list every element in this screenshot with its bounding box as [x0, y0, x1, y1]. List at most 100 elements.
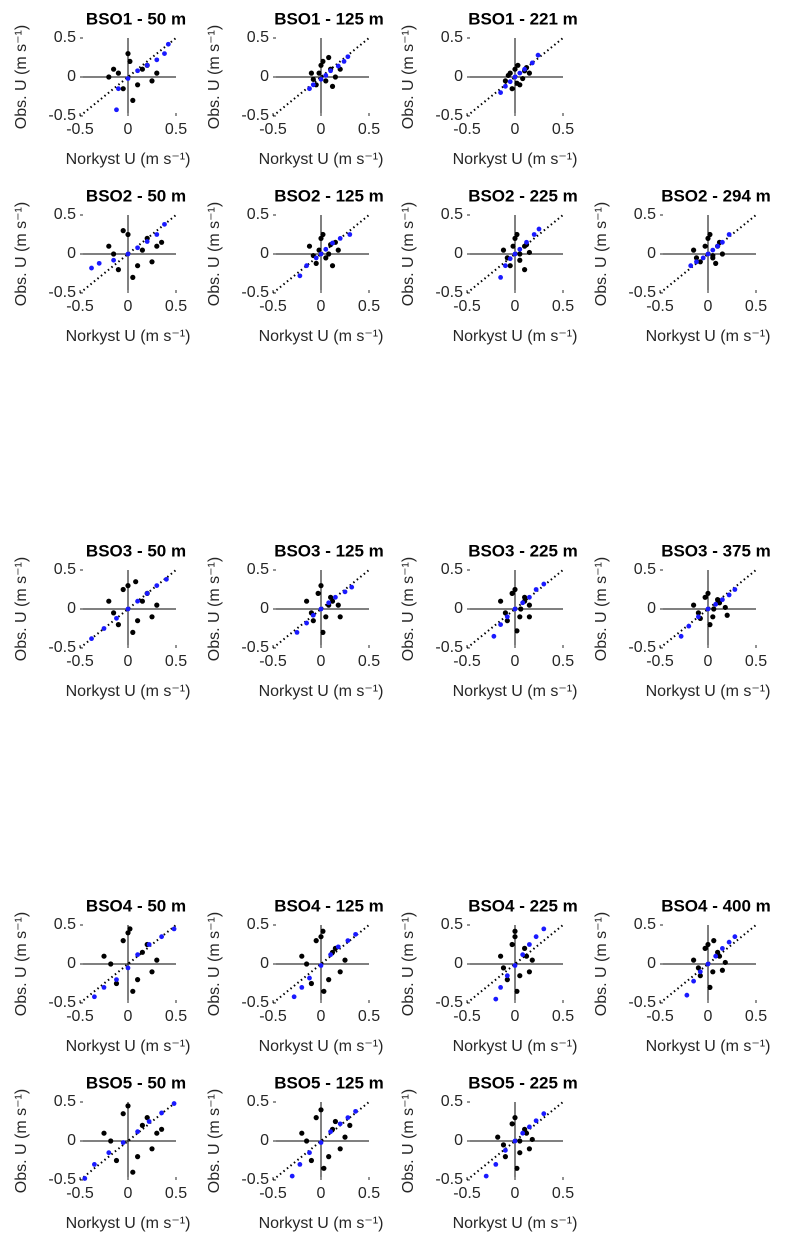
data-point — [154, 70, 160, 76]
data-point — [691, 602, 697, 608]
x-tick-label: 0.5 — [358, 1185, 380, 1202]
quantile-point — [333, 594, 338, 600]
data-point — [702, 945, 708, 952]
data-point — [693, 255, 700, 261]
quantile-point — [345, 938, 351, 943]
data-point — [514, 988, 520, 994]
y-axis-label: Obs. U (m s⁻¹) — [593, 912, 610, 1016]
data-point — [502, 1154, 508, 1160]
y-tick-label: -0.5 — [241, 639, 269, 656]
x-tick-label: -0.5 — [453, 1185, 481, 1202]
quantile-point — [507, 256, 513, 262]
data-point — [299, 953, 305, 959]
quantile-point — [307, 975, 312, 981]
quantile-point — [96, 260, 102, 266]
x-tick-label: -0.5 — [646, 298, 674, 315]
quantile-point — [125, 251, 131, 257]
quantile-point — [720, 239, 725, 245]
y-axis-label: Obs. U (m s⁻¹) — [13, 1089, 30, 1193]
data-point — [517, 257, 523, 263]
quantile-point — [491, 633, 497, 639]
quantile-point — [159, 934, 165, 940]
x-tick-label: 0.5 — [165, 1008, 187, 1025]
quantile-point — [135, 598, 141, 604]
data-point — [135, 263, 141, 269]
x-tick-label: 0.5 — [745, 1008, 767, 1025]
x-tick-label: 0.5 — [165, 298, 187, 315]
quantile-point — [171, 1101, 177, 1106]
quantile-point — [720, 597, 725, 603]
data-point — [154, 1130, 160, 1136]
data-point — [125, 231, 131, 238]
quantile-point — [713, 601, 719, 607]
y-axis-label: Obs. U (m s⁻¹) — [593, 202, 610, 306]
y-tick-label: 0.5 — [441, 561, 463, 578]
data-point — [710, 969, 716, 975]
quantile-point — [498, 985, 503, 990]
y-tick-label: 0.5 — [441, 1093, 463, 1110]
panel-title: BSO3 - 225 m — [468, 541, 578, 560]
x-axis-label: Norkyst U (m s⁻¹) — [453, 683, 578, 700]
data-point — [323, 614, 329, 620]
data-point — [724, 612, 730, 618]
quantile-point — [700, 255, 706, 261]
x-tick-label: 0 — [511, 298, 520, 315]
quantile-point — [715, 243, 720, 249]
quantile-point — [527, 942, 532, 947]
data-point — [320, 58, 326, 64]
data-point — [710, 252, 716, 259]
y-tick-label: 0.5 — [441, 206, 463, 223]
data-point — [710, 614, 716, 620]
quantile-point — [705, 606, 711, 612]
quantile-point — [529, 60, 535, 66]
quantile-point — [522, 66, 527, 72]
data-point — [529, 957, 535, 963]
y-axis-label: Obs. U (m s⁻¹) — [206, 25, 223, 129]
data-point — [313, 260, 319, 266]
data-point — [500, 965, 507, 971]
x-tick-label: 0 — [511, 653, 520, 670]
data-point — [691, 957, 697, 963]
y-tick-label: 0.5 — [54, 29, 76, 46]
data-point — [111, 66, 117, 72]
quantile-point — [328, 1129, 333, 1135]
data-point — [719, 967, 726, 973]
data-point — [318, 62, 324, 68]
data-point — [504, 977, 510, 983]
quantile-point — [162, 221, 167, 227]
data-point — [509, 941, 515, 948]
data-point — [320, 231, 326, 238]
y-tick-label: 0 — [647, 245, 656, 262]
y-tick-label: 0 — [647, 955, 656, 972]
quantile-point — [304, 263, 309, 269]
quantile-point — [159, 1110, 165, 1116]
y-tick-label: -0.5 — [48, 107, 76, 124]
data-point — [135, 82, 141, 88]
data-point — [127, 926, 133, 932]
x-tick-label: 0.5 — [745, 653, 767, 670]
quantile-point — [710, 247, 716, 253]
y-tick-label: 0.5 — [247, 1093, 269, 1110]
data-point — [154, 602, 160, 608]
data-point — [719, 251, 726, 257]
data-point — [337, 969, 343, 975]
quantile-point — [697, 969, 703, 975]
data-point — [130, 629, 136, 636]
quantile-point — [106, 1150, 112, 1156]
data-point — [101, 953, 107, 959]
quantile-point — [116, 86, 121, 92]
quantile-point — [165, 41, 171, 47]
data-point — [125, 51, 131, 57]
y-tick-label: 0 — [67, 600, 76, 617]
data-point — [523, 1130, 530, 1136]
data-point — [526, 602, 533, 608]
x-tick-label: 0.5 — [358, 1008, 380, 1025]
quantile-point — [318, 76, 324, 82]
quantile-point — [318, 1140, 324, 1145]
quantile-point — [154, 583, 160, 588]
quantile-point — [498, 622, 503, 627]
y-tick-label: -0.5 — [628, 639, 656, 656]
x-tick-label: 0 — [317, 1008, 326, 1025]
x-tick-label: -0.5 — [66, 121, 94, 138]
data-point — [308, 980, 314, 987]
